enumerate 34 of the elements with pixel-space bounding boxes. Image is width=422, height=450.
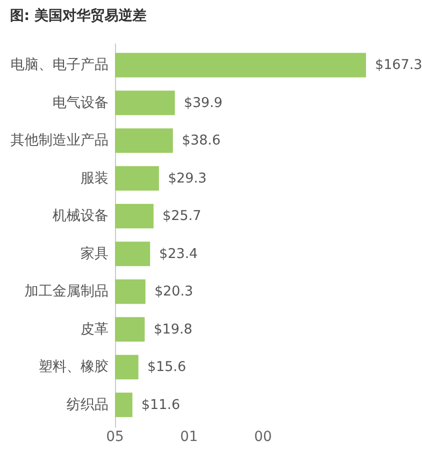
text: 00 [254,429,272,445]
data-label: $25.7 [162,208,202,224]
bar [115,128,173,153]
y-tick-label: 加工金属制品 [24,284,108,300]
data-label: $15.6 [147,359,186,376]
data-label: $19.8 [154,321,192,338]
bar [115,90,175,116]
y-tick-label: 皮革 [80,321,108,338]
data-label: $23.4 [159,246,198,262]
y-tick-label: 家具 [80,246,108,262]
y-tick-label: 服装 [80,170,108,186]
bar [115,392,132,418]
y-tick-label: 塑料、橡胶 [38,359,108,376]
text: 05 [106,429,124,445]
bar [115,166,159,191]
data-label: $167.3 [375,57,422,74]
data-label: $29.3 [168,170,207,186]
bar [115,242,150,266]
data-label: $39.9 [184,94,223,111]
bar [115,317,145,342]
text: 01 [180,429,198,445]
y-tick-label: 电气设备 [52,94,108,111]
data-label: $11.6 [141,396,180,413]
bar [115,204,154,228]
bar [115,354,138,380]
y-tick-label: 电脑、电子产品 [10,57,108,74]
bar [115,279,146,304]
y-tick-label: 其他制造业产品 [10,132,108,149]
y-tick-label: 纺织品 [66,396,108,413]
data-label: $38.6 [182,132,221,149]
y-tick-label: 机械设备 [52,208,108,224]
data-label: $20.3 [154,284,194,300]
bar [115,52,366,78]
chart-title: 图: 美国对华贸易逆差 [10,7,146,24]
